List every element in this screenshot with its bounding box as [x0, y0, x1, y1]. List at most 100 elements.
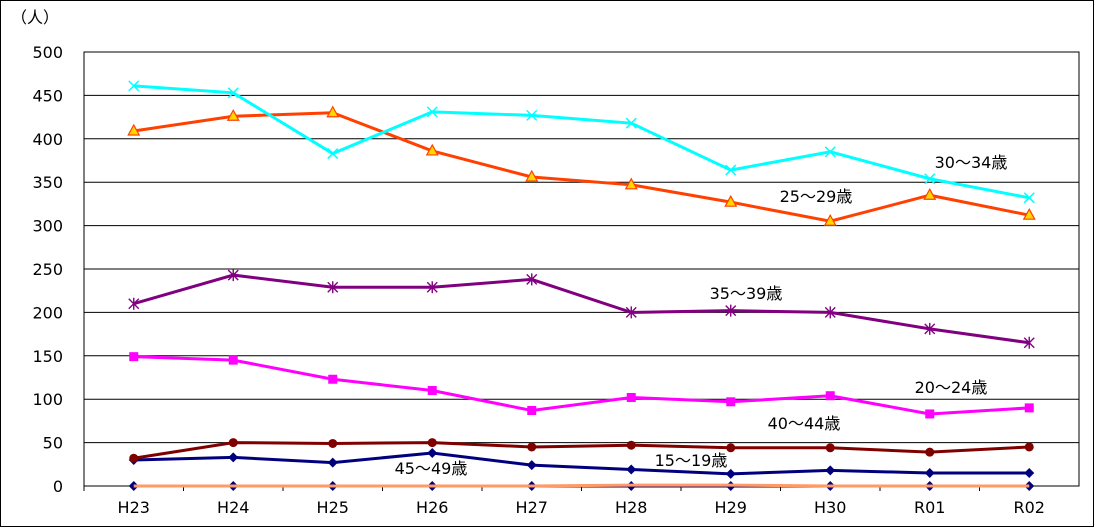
data-point — [227, 87, 239, 99]
data-point — [825, 443, 835, 453]
data-point — [426, 281, 438, 294]
data-point — [1023, 192, 1035, 204]
x-tick-label: H27 — [516, 498, 548, 517]
y-tick-label: 300 — [32, 217, 63, 236]
x-tick-label: R02 — [1014, 498, 1045, 517]
data-point — [725, 468, 736, 479]
data-point — [625, 117, 637, 129]
data-point — [825, 391, 835, 401]
y-tick-label: 350 — [32, 173, 63, 192]
x-tick-label: R01 — [914, 498, 945, 517]
series-line — [133, 483, 1030, 488]
x-tick-label: H26 — [416, 498, 448, 517]
data-point — [1024, 442, 1034, 452]
y-tick-label: 0 — [53, 477, 63, 496]
x-tick-label: H29 — [715, 498, 747, 517]
data-point — [626, 464, 637, 475]
series-5 — [129, 438, 1034, 463]
data-point — [228, 355, 238, 365]
data-point — [226, 108, 240, 121]
series-layer — [127, 80, 1036, 491]
data-point — [1022, 207, 1036, 220]
y-tick-label: 150 — [32, 347, 63, 366]
series-annotation: 35〜39歳 — [710, 284, 783, 303]
x-tick-label: H23 — [118, 498, 150, 517]
data-point — [128, 297, 140, 310]
series-line — [133, 84, 1030, 200]
data-point — [526, 273, 538, 286]
annotation-layer: 30〜34歳 25〜29歳 35〜39歳 20〜24歳 40〜44歳 15〜19歳 45〜4… — [395, 153, 1008, 478]
data-point — [824, 146, 836, 158]
data-point — [823, 214, 837, 226]
y-tick-label: 100 — [32, 390, 63, 409]
data-point — [327, 281, 339, 294]
data-point — [923, 187, 937, 200]
data-point — [427, 438, 437, 448]
series-3 — [128, 80, 1035, 204]
series-line — [133, 355, 1030, 416]
data-point — [228, 452, 239, 463]
data-point — [525, 169, 539, 182]
series-7 — [133, 483, 1030, 488]
data-point — [129, 352, 139, 362]
series-annotation: 45〜49歳 — [395, 459, 468, 478]
data-point — [825, 465, 836, 476]
data-point — [626, 392, 636, 402]
y-tick-label: 400 — [32, 130, 63, 149]
data-point — [427, 448, 438, 459]
data-point — [724, 194, 738, 207]
data-point — [526, 460, 537, 471]
series-line — [133, 111, 1030, 223]
series-annotation: 30〜34歳 — [935, 153, 1008, 172]
x-tick-label: H24 — [217, 498, 249, 517]
data-point — [1024, 403, 1034, 413]
data-point — [327, 457, 338, 468]
data-point — [127, 123, 141, 136]
data-point — [925, 409, 935, 419]
data-point — [327, 148, 339, 160]
data-point — [228, 438, 238, 448]
series-annotation: 40〜44歳 — [768, 414, 841, 433]
axis-layer: 0 50 100 150 200 250 300 350 400 450 500 H23 H24 H25 H… — [32, 43, 1045, 517]
data-point — [725, 304, 737, 317]
data-point — [924, 173, 936, 185]
data-point — [726, 443, 736, 453]
data-point — [625, 306, 637, 319]
y-tick-label: 450 — [32, 86, 63, 105]
data-point — [1023, 336, 1035, 349]
data-point — [326, 105, 340, 118]
data-point — [824, 306, 836, 319]
data-point — [426, 106, 438, 118]
data-point — [924, 322, 936, 335]
series-1 — [129, 352, 1034, 419]
data-point — [328, 438, 338, 448]
data-point — [624, 177, 638, 190]
grid-layer — [83, 51, 1080, 487]
x-tick-label: H28 — [615, 498, 647, 517]
y-tick-label: 500 — [32, 43, 63, 62]
series-2 — [127, 105, 1036, 226]
data-point — [527, 405, 537, 415]
data-point — [726, 397, 736, 407]
data-point — [925, 447, 935, 457]
y-unit-label: （人） — [11, 8, 59, 27]
data-point — [129, 453, 139, 463]
x-tick-label: H25 — [317, 498, 349, 517]
data-point — [924, 467, 935, 478]
data-point — [425, 143, 439, 156]
series-line — [133, 273, 1030, 345]
data-point — [626, 440, 636, 450]
series-annotation: 20〜24歳 — [915, 378, 988, 397]
y-tick-label: 250 — [32, 260, 63, 279]
series-line — [133, 451, 1030, 476]
data-point — [328, 374, 338, 384]
y-tick-label: 200 — [32, 303, 63, 322]
data-point — [427, 386, 437, 396]
series-line — [133, 441, 1030, 460]
data-point — [1024, 467, 1035, 478]
series-annotation: 15〜19歳 — [655, 451, 728, 470]
data-point — [526, 109, 538, 121]
data-point — [527, 442, 537, 452]
series-annotation: 25〜29歳 — [780, 187, 853, 206]
